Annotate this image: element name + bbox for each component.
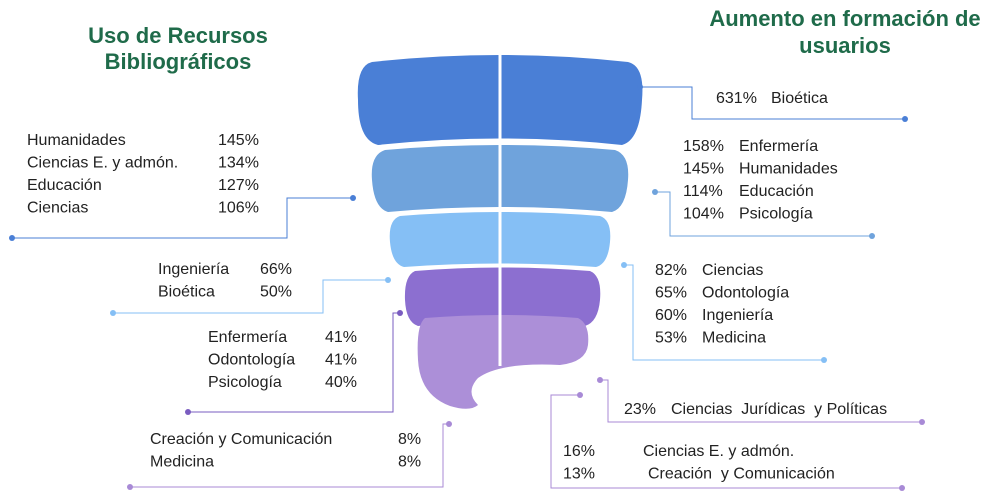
item-name: Ciencias E. y admón.: [27, 155, 178, 172]
item-value: 158%: [683, 138, 724, 155]
connector: [550, 394, 902, 489]
connector-dot: [621, 262, 627, 268]
connector: [12, 197, 353, 239]
connector-dot: [127, 484, 133, 490]
item-value: 41%: [325, 352, 357, 369]
connector-dot: [902, 116, 908, 122]
item-value: 23%: [624, 401, 656, 418]
connector-dot: [9, 235, 15, 241]
item-name: Educación: [27, 177, 102, 194]
connector: [600, 379, 922, 423]
item-name: Odontología: [208, 352, 295, 369]
funnel-layer: [404, 267, 601, 326]
item-name: Enfermería: [208, 329, 287, 346]
item-name: Psicología: [739, 206, 813, 223]
funnel: [357, 52, 643, 409]
item-name: Ciencias Jurídicas y Políticas: [671, 401, 887, 418]
item-value: 82%: [655, 262, 687, 279]
item-value: 41%: [325, 329, 357, 346]
item-value: 50%: [260, 284, 292, 301]
connector-dot: [397, 310, 403, 316]
item-name: Creación y Comunicación: [150, 431, 332, 448]
item-value: 114%: [683, 183, 723, 200]
item-name: Creación y Comunicación: [648, 466, 835, 483]
item-value: 13%: [563, 466, 595, 483]
connector-dot: [652, 189, 658, 195]
connector-dot: [899, 485, 905, 491]
item-value: 8%: [398, 454, 421, 471]
item-value: 16%: [563, 443, 595, 460]
item-value: 145%: [218, 132, 259, 149]
item-value: 104%: [683, 206, 724, 223]
connector-dot: [869, 233, 875, 239]
connector-dot: [597, 377, 603, 383]
item-name: Bioética: [771, 90, 828, 107]
item-value: 65%: [655, 285, 687, 302]
item-name: Ingeniería: [158, 261, 229, 278]
connector-dot: [110, 310, 116, 316]
item-name: Ciencias: [27, 200, 88, 217]
right-title: usuarios: [799, 33, 891, 58]
connector-dot: [637, 84, 643, 90]
funnel-layer: [417, 315, 589, 409]
item-value: 66%: [260, 261, 292, 278]
item-name: Ingeniería: [702, 307, 773, 324]
connector: [640, 86, 905, 120]
item-name: Medicina: [150, 454, 214, 471]
item-value: 134%: [218, 155, 259, 172]
connector-dot: [919, 419, 925, 425]
connector-dot: [446, 421, 452, 427]
item-value: 145%: [683, 161, 724, 178]
item-name: Odontología: [702, 285, 789, 302]
item-name: Enfermería: [739, 138, 818, 155]
item-name: Psicología: [208, 374, 282, 391]
right-title: Aumento en formación de: [709, 6, 980, 31]
connector: [655, 191, 872, 237]
connector-dot: [577, 392, 583, 398]
item-name: Ciencias E. y admón.: [643, 443, 794, 460]
item-name: Educación: [739, 183, 814, 200]
item-value: 40%: [325, 374, 357, 391]
connector: [624, 264, 824, 361]
connector-dot: [350, 195, 356, 201]
item-value: 106%: [218, 200, 259, 217]
item-value: 8%: [398, 431, 421, 448]
item-name: Humanidades: [739, 161, 838, 178]
connector-dot: [821, 357, 827, 363]
item-name: Medicina: [702, 330, 766, 347]
item-name: Humanidades: [27, 132, 126, 149]
item-value: 127%: [218, 177, 259, 194]
connector: [188, 312, 400, 413]
left-title: Uso de Recursos: [88, 23, 268, 48]
item-name: Bioética: [158, 284, 215, 301]
item-value: 60%: [655, 307, 687, 324]
item-value: 53%: [655, 330, 687, 347]
item-value: 631%: [716, 90, 757, 107]
connector-dot: [385, 277, 391, 283]
item-name: Ciencias: [702, 262, 763, 279]
left-title: Bibliográficos: [105, 49, 252, 74]
connector: [113, 279, 388, 314]
connector-dot: [185, 409, 191, 415]
